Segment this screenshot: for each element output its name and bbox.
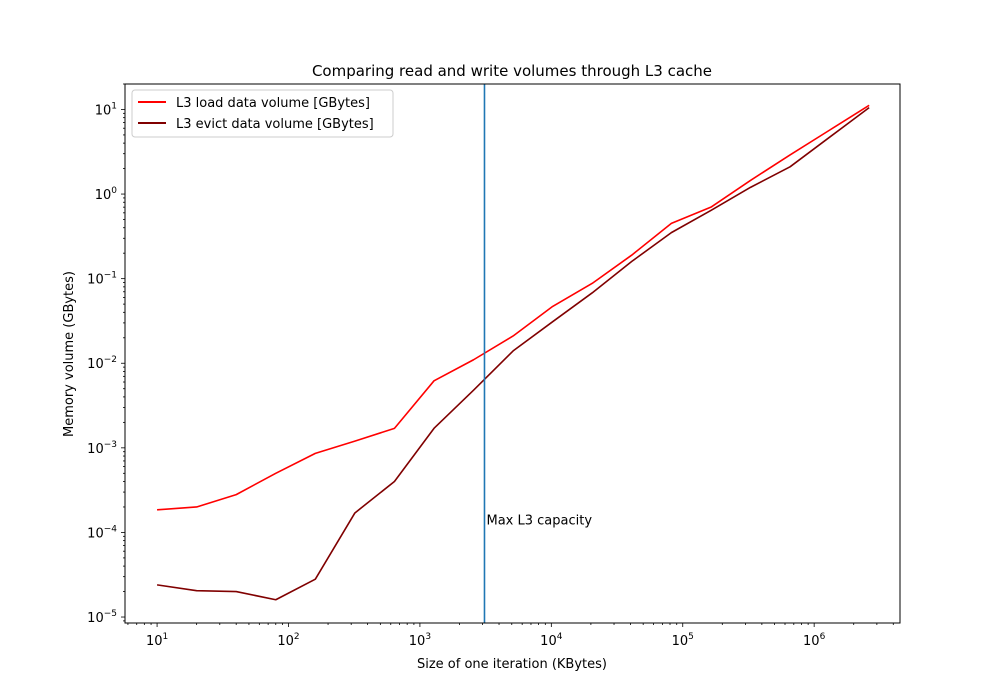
y-tick-label: 10−2 xyxy=(87,355,117,372)
y-tick-label: 10−4 xyxy=(87,524,117,541)
x-axis: 101 102 103 104 105 106 xyxy=(127,623,894,649)
x-tick-label: 101 xyxy=(146,632,168,649)
x-tick-label: 105 xyxy=(672,632,694,649)
x-tick-label: 102 xyxy=(277,632,299,649)
y-axis-label: Memory volume (GBytes) xyxy=(62,271,77,437)
legend-label-load: L3 load data volume [GBytes] xyxy=(176,96,370,111)
y-tick-label: 101 xyxy=(95,101,117,118)
y-tick-label: 10−1 xyxy=(87,271,117,288)
plot-area: Max L3 capacity xyxy=(156,84,870,623)
x-tick-label: 104 xyxy=(540,632,563,649)
y-axis: 10−5 10−4 10−3 10−2 10−1 100 101 xyxy=(87,83,125,626)
series-line-1 xyxy=(156,107,870,601)
y-tick-label: 10−3 xyxy=(87,440,117,457)
x-tick-label: 103 xyxy=(409,632,431,649)
legend-label-evict: L3 evict data volume [GBytes] xyxy=(176,117,374,132)
legend: L3 load data volume [GBytes] L3 evict da… xyxy=(131,89,394,138)
legend-box xyxy=(131,89,394,138)
y-tick-label: 100 xyxy=(95,186,118,203)
axes-frame xyxy=(124,83,901,624)
series-line-0 xyxy=(157,104,870,511)
x-axis-label: Size of one iteration (KBytes) xyxy=(417,657,607,672)
y-tick-label: 10−5 xyxy=(87,609,117,626)
x-tick-label: 106 xyxy=(803,632,826,649)
chart-title: Comparing read and write volumes through… xyxy=(312,62,712,80)
l3-capacity-label: Max L3 capacity xyxy=(486,514,592,529)
